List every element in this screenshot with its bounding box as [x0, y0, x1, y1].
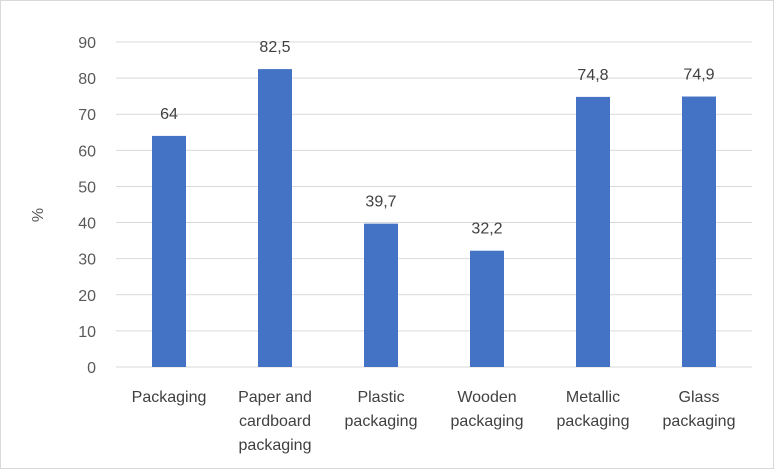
gridlines: [116, 41, 752, 368]
x-category-label: packaging: [451, 413, 524, 430]
y-tick-label: 90: [78, 35, 96, 52]
y-tick-label: 0: [87, 360, 96, 377]
bar: [576, 96, 610, 367]
x-category-label: packaging: [557, 413, 630, 430]
data-labels: 64 82,5 39,7 32,2 74,8 74,9: [160, 39, 715, 238]
y-tick-label: 30: [78, 252, 96, 269]
y-tick-label: 10: [78, 324, 96, 341]
y-tick-label: 40: [78, 216, 96, 233]
y-axis-label: %: [30, 208, 47, 222]
y-tick-label: 80: [78, 71, 96, 88]
y-tick-label: 20: [78, 288, 96, 305]
bar: [258, 69, 292, 367]
x-category-label: packaging: [345, 413, 418, 430]
x-category-label: Paper and: [238, 389, 312, 406]
bar: [470, 250, 504, 367]
bar: [152, 135, 186, 367]
data-label: 64: [160, 106, 178, 123]
data-label: 82,5: [259, 39, 290, 56]
data-label: 39,7: [365, 194, 396, 211]
x-category-label: Glass: [679, 389, 720, 406]
data-label: 32,2: [471, 221, 502, 238]
bars: [152, 69, 716, 368]
y-axis-tick-labels: 0 10 20 30 40 50 60 70 80 90: [78, 35, 96, 377]
x-category-label: Metallic: [566, 389, 620, 406]
bar: [364, 223, 398, 367]
x-category-label: cardboard: [239, 413, 311, 430]
x-category-label: Packaging: [132, 389, 207, 406]
data-label: 74,8: [577, 67, 608, 84]
x-axis-category-labels: Packaging Paper and cardboard packaging Plas…: [132, 389, 736, 454]
x-category-label: packaging: [663, 413, 736, 430]
bar: [682, 96, 716, 368]
x-category-label: Wooden: [457, 389, 516, 406]
y-tick-label: 50: [78, 179, 96, 196]
x-category-label: Plastic: [357, 389, 404, 406]
data-label: 74,9: [683, 67, 714, 84]
y-tick-label: 60: [78, 143, 96, 160]
x-category-label: packaging: [239, 437, 312, 454]
y-tick-label: 70: [78, 107, 96, 124]
